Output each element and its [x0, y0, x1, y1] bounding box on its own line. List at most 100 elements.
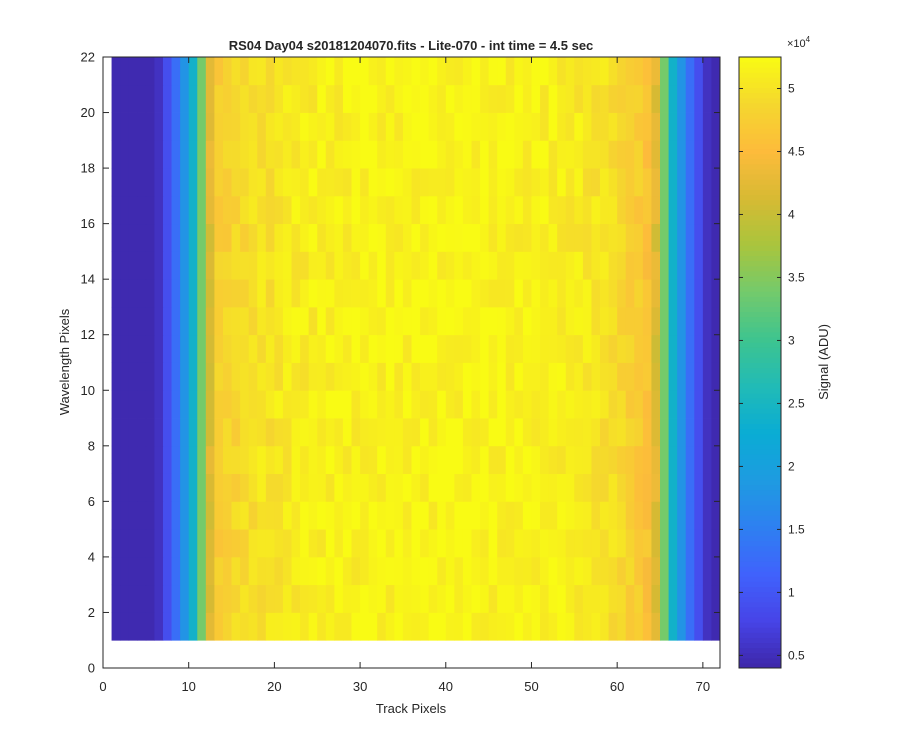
heatmap-cell	[342, 334, 352, 363]
heatmap-cell	[608, 57, 618, 86]
colorbar-exponent-base: ×10	[787, 38, 806, 50]
heatmap-cell	[437, 473, 447, 502]
heatmap-cell	[480, 195, 490, 225]
heatmap-cell	[402, 445, 412, 474]
heatmap-cell	[685, 112, 695, 141]
heatmap-cell	[685, 57, 695, 86]
heatmap-cell	[694, 445, 704, 474]
heatmap-cell	[257, 306, 267, 336]
heatmap-cell	[222, 362, 232, 391]
heatmap-cell	[677, 251, 687, 280]
heatmap-cell	[608, 112, 618, 141]
heatmap-cell	[488, 501, 498, 530]
heatmap-cell	[462, 473, 472, 502]
heatmap-cell	[574, 445, 584, 474]
colorbar-segment	[739, 449, 781, 455]
heatmap-cell	[162, 612, 172, 641]
heatmap-cell	[591, 251, 601, 280]
heatmap-cell	[214, 223, 224, 252]
heatmap-cell	[711, 279, 721, 308]
heatmap-cell	[505, 390, 515, 419]
colorbar-gradient	[739, 57, 781, 669]
heatmap-cell	[591, 112, 601, 141]
heatmap-cell	[171, 501, 181, 530]
heatmap-cell	[231, 279, 241, 308]
heatmap-cell	[402, 529, 412, 558]
colorbar-segment	[739, 240, 781, 246]
heatmap-cell	[282, 279, 292, 308]
heatmap-cell	[154, 140, 164, 169]
colorbar-segment	[739, 474, 781, 481]
heatmap-cell	[197, 584, 207, 613]
heatmap-cell	[188, 84, 198, 113]
heatmap-cell	[240, 84, 250, 113]
heatmap-cell	[154, 473, 164, 502]
heatmap-cell	[471, 390, 481, 419]
heatmap-cell	[437, 57, 447, 86]
heatmap-cell	[197, 612, 207, 641]
heatmap-cell	[188, 501, 198, 530]
heatmap-cell	[660, 334, 669, 363]
heatmap-cell	[445, 473, 455, 502]
heatmap-cell	[214, 334, 224, 363]
heatmap-cell	[420, 195, 430, 225]
heatmap-cell	[240, 612, 250, 641]
heatmap-cell	[548, 279, 558, 308]
heatmap-cell	[257, 556, 267, 586]
heatmap-cell	[557, 473, 567, 502]
heatmap-cell	[497, 251, 507, 280]
heatmap-cell	[497, 334, 507, 363]
heatmap-cell	[702, 279, 712, 308]
heatmap-cell	[120, 362, 130, 391]
colorbar-segment	[739, 632, 781, 638]
heatmap-cell	[582, 251, 592, 280]
heatmap-cell	[231, 556, 241, 586]
heatmap-cell	[205, 195, 215, 225]
heatmap-cell	[514, 306, 524, 336]
heatmap-cell	[514, 501, 524, 530]
heatmap-cell	[411, 501, 421, 530]
heatmap-cell	[514, 418, 524, 447]
heatmap-cell	[600, 612, 609, 641]
heatmap-cell	[702, 195, 712, 225]
heatmap-cell	[308, 362, 318, 391]
heatmap-cell	[214, 584, 224, 613]
heatmap-cell	[360, 251, 370, 280]
heatmap-cell	[540, 334, 550, 363]
colorbar-segment	[739, 520, 781, 526]
heatmap-cell	[197, 556, 207, 586]
heatmap-cell	[205, 445, 215, 474]
y-tick-label: 12	[81, 327, 95, 342]
colorbar-segment	[739, 571, 781, 577]
heatmap-cell	[445, 112, 455, 141]
heatmap-cell	[565, 112, 575, 141]
heatmap-cell	[377, 501, 387, 530]
heatmap-cell	[128, 473, 138, 502]
heatmap-cell	[377, 612, 387, 641]
heatmap-cell	[325, 418, 335, 447]
heatmap-cell	[497, 140, 507, 169]
heatmap-cell	[488, 612, 498, 641]
heatmap-cell	[642, 390, 652, 419]
heatmap-cell	[300, 251, 310, 280]
heatmap-cell	[360, 84, 370, 113]
heatmap-cell	[608, 334, 618, 363]
heatmap-cell	[231, 473, 241, 502]
heatmap-cell	[385, 501, 395, 530]
heatmap-cell	[145, 418, 155, 447]
heatmap-cell	[514, 362, 524, 391]
colorbar-segment	[739, 545, 781, 552]
heatmap-cell	[514, 168, 524, 197]
heatmap-cell	[291, 251, 301, 280]
heatmap-cell	[411, 84, 421, 113]
heatmap-cell	[377, 195, 387, 225]
heatmap-cell	[668, 168, 678, 197]
heatmap-cell	[574, 334, 584, 363]
heatmap-cell	[171, 584, 181, 613]
heatmap-cell	[282, 195, 292, 225]
heatmap-cell	[462, 445, 472, 474]
heatmap-cell	[608, 501, 618, 530]
colorbar-segment	[739, 505, 781, 511]
heatmap-cell	[608, 390, 618, 419]
